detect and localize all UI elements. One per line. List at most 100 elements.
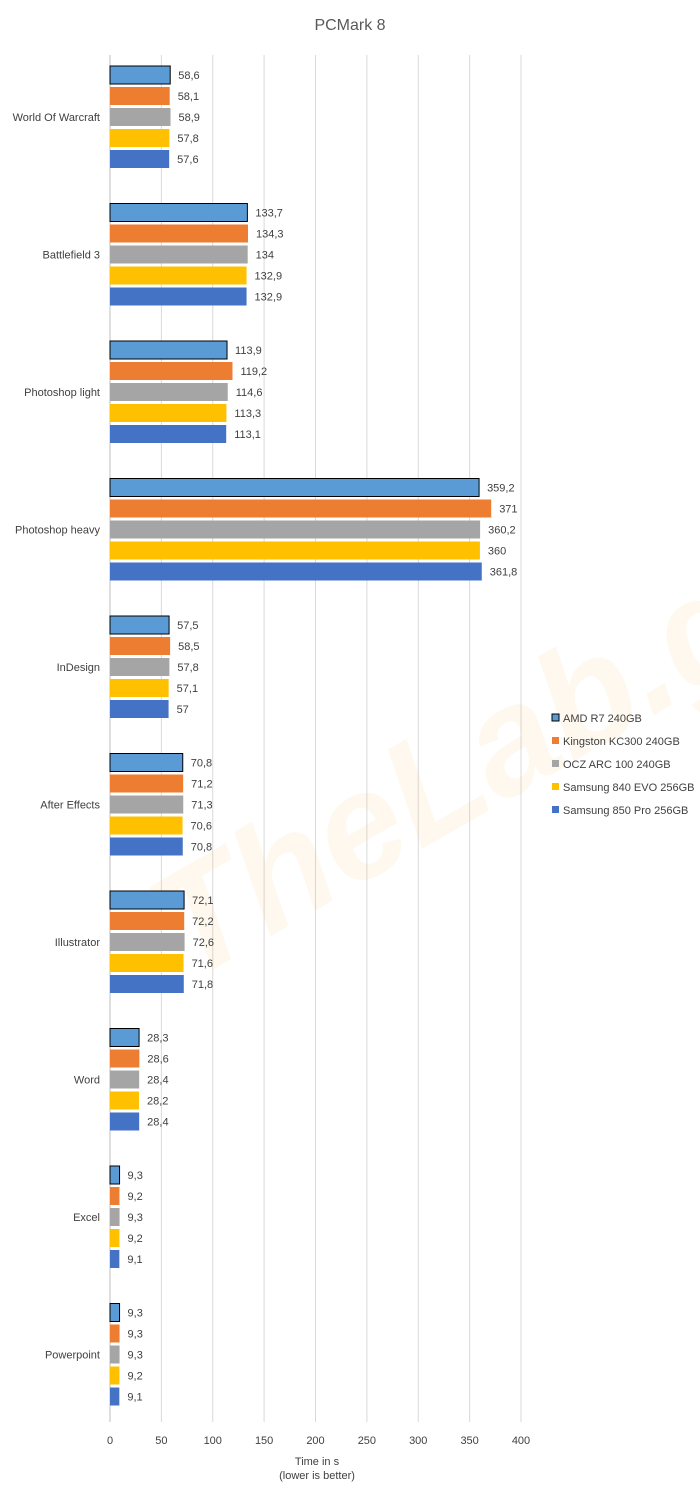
data-label: 133,7 <box>255 208 283 220</box>
x-tick-label: 100 <box>204 1435 222 1447</box>
data-label: 360,2 <box>488 525 516 537</box>
data-label: 71,3 <box>191 800 212 812</box>
value-labels: 58,6 58,1 58,9 57,8 57,6 133,7 134,3 134 132,9 13… <box>127 70 517 1404</box>
x-tick-label: 350 <box>460 1435 478 1447</box>
category-label: Battlefield 3 <box>43 250 100 262</box>
legend-entry: Kingston KC300 240GB <box>563 736 680 748</box>
data-label: 28,4 <box>147 1075 168 1087</box>
bar <box>110 637 171 655</box>
bar <box>110 975 184 993</box>
bar <box>110 1229 120 1247</box>
category-labels: World Of Warcraft Battlefield 3 Photoshop … <box>13 112 101 1362</box>
data-label: 58,9 <box>179 112 200 124</box>
category-label: InDesign <box>57 662 100 674</box>
bar <box>110 679 169 697</box>
chart-title: PCMark 8 <box>314 17 385 34</box>
data-label: 359,2 <box>487 483 515 495</box>
legend-swatch <box>551 713 560 722</box>
data-label: 57,6 <box>177 154 198 166</box>
data-label: 9,2 <box>127 1371 142 1383</box>
data-label: 113,3 <box>234 408 261 420</box>
data-label: 9,3 <box>128 1170 143 1182</box>
bar <box>110 1091 139 1110</box>
data-label: 70,6 <box>191 821 212 833</box>
bar <box>110 1387 120 1406</box>
bar <box>110 700 169 718</box>
bar <box>109 890 185 910</box>
bar <box>109 1165 121 1185</box>
data-label: 360 <box>488 546 506 558</box>
x-tick-label: 250 <box>358 1435 376 1447</box>
data-label: 28,6 <box>147 1054 168 1066</box>
bar <box>110 774 184 793</box>
data-label: 58,5 <box>178 641 199 653</box>
x-tick-labels: 0 50 100 150 200 250 300 350 400 <box>107 1435 530 1447</box>
data-label: 132,9 <box>255 292 283 304</box>
data-label: 132,9 <box>255 271 283 283</box>
data-label: 72,2 <box>192 916 213 928</box>
data-label: 9,2 <box>127 1233 142 1245</box>
category-label: Photoshop light <box>24 387 100 399</box>
bar <box>110 795 184 814</box>
bar <box>110 1250 120 1268</box>
legend-entry: AMD R7 240GB <box>563 713 642 725</box>
bar <box>110 87 170 105</box>
legend-swatch <box>552 783 559 790</box>
bar <box>110 562 482 581</box>
data-label: 9,3 <box>128 1329 143 1341</box>
data-label: 119,2 <box>240 366 267 378</box>
x-tick-label: 300 <box>409 1435 427 1447</box>
bar <box>110 1324 120 1343</box>
data-label: 113,1 <box>234 429 261 441</box>
data-label: 9,2 <box>127 1191 142 1203</box>
data-label: 361,8 <box>490 567 518 579</box>
data-label: 114,6 <box>236 387 263 399</box>
bar <box>110 245 248 264</box>
bars <box>109 65 492 1406</box>
bar <box>109 1028 140 1047</box>
x-tick-label: 200 <box>306 1435 324 1447</box>
bar <box>109 753 184 772</box>
bar <box>110 224 248 243</box>
data-label: 28,2 <box>147 1096 168 1108</box>
data-label: 9,3 <box>128 1350 143 1362</box>
bar <box>110 954 184 972</box>
bar <box>110 1070 140 1089</box>
category-label: World Of Warcraft <box>13 112 100 124</box>
data-label: 57,8 <box>177 133 198 145</box>
x-tick-label: 0 <box>107 1435 113 1447</box>
data-label: 58,6 <box>178 70 199 82</box>
bar <box>109 1303 121 1322</box>
x-axis-subtitle: (lower is better) <box>279 1470 355 1482</box>
x-tick-label: 400 <box>512 1435 530 1447</box>
data-label: 9,1 <box>127 1392 142 1404</box>
data-label: 28,4 <box>147 1117 168 1129</box>
category-label: Excel <box>73 1212 100 1224</box>
bar <box>110 541 480 560</box>
x-tick-label: 150 <box>255 1435 273 1447</box>
bar <box>110 404 227 422</box>
category-label: After Effects <box>40 800 100 812</box>
data-label: 9,1 <box>127 1254 142 1266</box>
bar <box>109 65 171 85</box>
data-label: 57 <box>177 704 189 716</box>
data-label: 57,5 <box>177 620 198 632</box>
legend: AMD R7 240GB Kingston KC300 240GB OCZ ARC … <box>551 713 694 817</box>
bar <box>110 266 247 285</box>
bar <box>110 1366 120 1385</box>
bar <box>110 1345 120 1364</box>
bar <box>110 1187 120 1205</box>
legend-swatch <box>552 760 559 767</box>
bar <box>109 340 228 360</box>
bar <box>110 287 247 306</box>
category-label: Illustrator <box>55 937 101 949</box>
data-label: 9,3 <box>128 1308 143 1320</box>
category-label: Word <box>74 1075 100 1087</box>
legend-entry: OCZ ARC 100 240GB <box>563 759 671 771</box>
data-label: 71,2 <box>191 779 212 791</box>
data-label: 70,8 <box>191 758 212 770</box>
bar <box>110 837 183 856</box>
bar <box>110 1208 120 1226</box>
data-label: 58,1 <box>178 91 199 103</box>
bar <box>110 912 185 930</box>
